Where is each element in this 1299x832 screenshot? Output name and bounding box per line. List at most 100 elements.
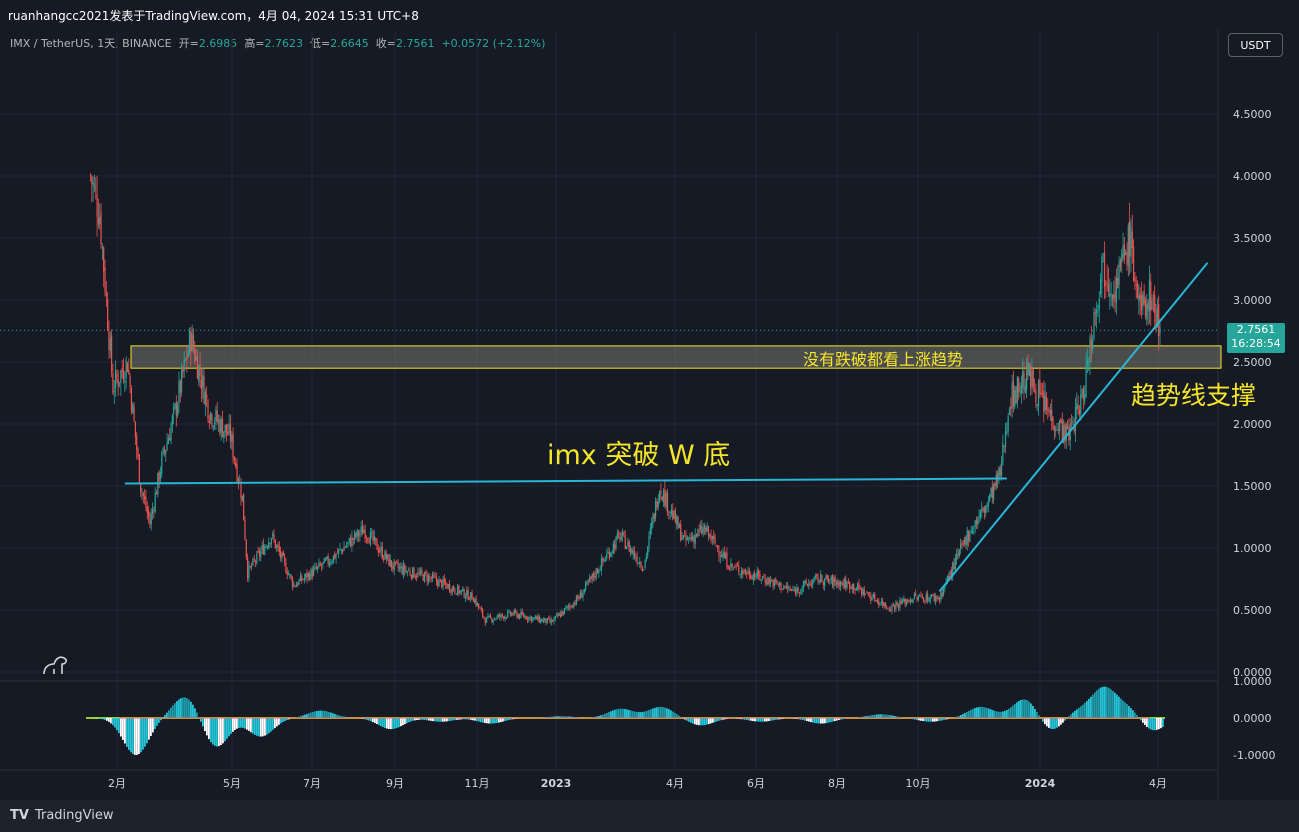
- oscillator-bar: [432, 718, 434, 722]
- candle-body: [155, 492, 158, 495]
- oscillator-bar: [714, 718, 716, 723]
- candle-body: [475, 598, 477, 606]
- candle-body: [460, 590, 463, 592]
- candle-body: [350, 538, 352, 547]
- oscillator-bar: [980, 706, 982, 718]
- currency-button[interactable]: USDT: [1228, 33, 1283, 57]
- candle-body: [958, 549, 960, 556]
- oscillator-bar: [300, 715, 302, 718]
- candle-body: [293, 584, 295, 587]
- candle-body: [114, 370, 117, 389]
- tradingview-logo[interactable]: TV TradingView: [10, 808, 113, 823]
- candle-body: [272, 533, 274, 537]
- candle-body: [260, 551, 262, 557]
- candle-body: [299, 575, 302, 581]
- oscillator-bar: [310, 712, 312, 718]
- oscillator-bar: [220, 718, 222, 746]
- candle-body: [1077, 405, 1079, 409]
- candle-body: [1051, 409, 1053, 421]
- candle-body: [672, 510, 674, 520]
- low-label: 低=: [310, 37, 331, 50]
- candle-body: [562, 611, 564, 615]
- oscillator-bar: [134, 718, 136, 755]
- price-chart[interactable]: 4.5000 4.0000 3.5000 3.0000 2.5000 2.0000 1.50…: [0, 0, 1299, 800]
- candle-body: [813, 577, 815, 582]
- candle-body: [652, 515, 654, 525]
- oscillator-bar: [690, 718, 692, 723]
- oscillator-bar: [390, 718, 392, 730]
- candle-body: [146, 507, 148, 513]
- oscillator-bar: [226, 718, 228, 739]
- candle-body: [289, 573, 291, 575]
- oscillator-bar: [438, 718, 440, 722]
- oscillator-bar: [754, 718, 756, 722]
- candle-body: [837, 581, 839, 586]
- candle-body: [1027, 362, 1029, 376]
- candle-body: [775, 579, 777, 582]
- candle-body: [830, 576, 832, 580]
- candle-body: [998, 467, 1000, 482]
- candle-body: [525, 616, 527, 620]
- candle-body: [1072, 421, 1074, 423]
- symbol-label[interactable]: IMX / TetherUS, 1天, BINANCE: [10, 37, 172, 50]
- dino-icon: [43, 656, 67, 675]
- candle-body: [909, 600, 912, 602]
- candle-body: [986, 505, 988, 508]
- oscillator-bar: [238, 718, 240, 728]
- oscillator-bar: [1058, 718, 1060, 727]
- oscillator-bar: [630, 710, 632, 718]
- candle-body: [262, 544, 265, 555]
- oscillator-bar: [174, 703, 176, 718]
- candle-body: [748, 570, 750, 577]
- candle-body: [452, 586, 455, 591]
- candle-body: [133, 406, 135, 421]
- candle-body: [92, 182, 94, 185]
- candle-body: [809, 582, 811, 584]
- oscillator-bar: [696, 718, 698, 725]
- candle-body: [1098, 298, 1100, 311]
- candle-body: [566, 605, 568, 608]
- candle-body: [1074, 407, 1077, 431]
- candle-body: [586, 581, 588, 584]
- candle-body: [1040, 392, 1042, 395]
- candle-body: [175, 402, 177, 416]
- candle-body: [261, 545, 263, 551]
- oscillator-bar: [868, 715, 870, 718]
- support-zone: [130, 345, 1222, 369]
- oscillator-bar: [1158, 718, 1160, 730]
- candle-body: [563, 607, 566, 614]
- oscillator-bar: [886, 714, 888, 718]
- candle-body: [276, 545, 278, 548]
- oscillator-bar: [1026, 700, 1028, 718]
- candle-body: [900, 600, 902, 604]
- oscillator-bar: [1096, 690, 1098, 718]
- candle-body: [921, 596, 923, 599]
- candle-body: [810, 583, 813, 586]
- candle-body: [760, 579, 762, 581]
- candle-body: [1122, 245, 1124, 257]
- candle-body: [503, 616, 505, 619]
- oscillator-bar: [168, 710, 170, 718]
- candle-body: [606, 553, 608, 559]
- oscillator-bar: [922, 718, 924, 722]
- candle-body: [1033, 389, 1036, 392]
- candle-body: [177, 405, 179, 417]
- candle-body: [570, 605, 572, 607]
- oscillator-bar: [1012, 705, 1014, 718]
- oscillator-bar: [612, 710, 614, 718]
- candle-body: [1066, 425, 1069, 429]
- candle-body: [707, 526, 710, 536]
- candle-body: [851, 584, 853, 589]
- oscillator-bar: [716, 718, 718, 722]
- candle-body: [1044, 394, 1046, 411]
- oscillator-bar: [334, 713, 336, 718]
- oscillator-bar: [142, 718, 144, 750]
- candle-body: [501, 614, 504, 617]
- candle-body: [429, 576, 431, 578]
- candle-body: [348, 537, 350, 542]
- oscillator-bar: [1030, 703, 1032, 718]
- candle-body: [912, 599, 914, 603]
- candle-body: [950, 570, 952, 576]
- candle-body: [1030, 365, 1032, 388]
- candle-body: [628, 541, 630, 552]
